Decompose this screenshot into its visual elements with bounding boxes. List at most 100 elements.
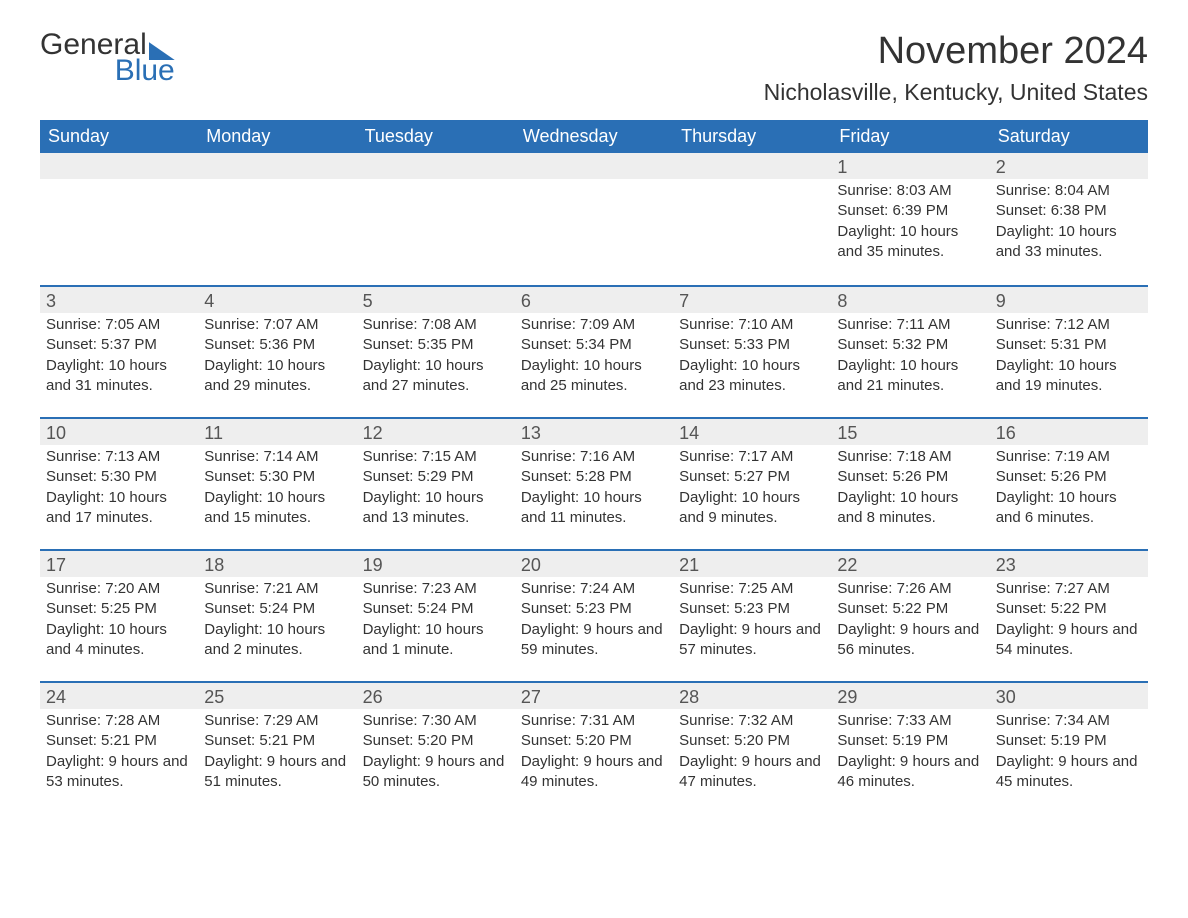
sunrise-text: Sunrise: 7:30 AM (363, 711, 509, 731)
sunset-text: Sunset: 5:37 PM (46, 335, 192, 355)
dayhead-tuesday: Tuesday (357, 120, 515, 153)
day-info: Sunrise: 7:33 AMSunset: 5:19 PMDaylight:… (831, 709, 989, 800)
day-cell: 27Sunrise: 7:31 AMSunset: 5:20 PMDayligh… (515, 683, 673, 813)
daylight-text: Daylight: 10 hours and 1 minute. (363, 620, 509, 661)
day-info: Sunrise: 7:13 AMSunset: 5:30 PMDaylight:… (40, 445, 198, 536)
daylight-text: Daylight: 10 hours and 25 minutes. (521, 356, 667, 397)
sunset-text: Sunset: 5:22 PM (996, 599, 1142, 619)
sunrise-text: Sunrise: 7:18 AM (837, 447, 983, 467)
day-cell: 18Sunrise: 7:21 AMSunset: 5:24 PMDayligh… (198, 551, 356, 681)
day-number: 17 (40, 551, 198, 577)
sunrise-text: Sunrise: 7:15 AM (363, 447, 509, 467)
day-info: Sunrise: 7:23 AMSunset: 5:24 PMDaylight:… (357, 577, 515, 668)
sunrise-text: Sunrise: 7:07 AM (204, 315, 350, 335)
sunset-text: Sunset: 5:28 PM (521, 467, 667, 487)
day-number: . (515, 153, 673, 179)
day-number: 25 (198, 683, 356, 709)
calendar: Sunday Monday Tuesday Wednesday Thursday… (40, 120, 1148, 813)
sunset-text: Sunset: 5:20 PM (521, 731, 667, 751)
dayhead-saturday: Saturday (990, 120, 1148, 153)
day-number: 14 (673, 419, 831, 445)
dayhead-wednesday: Wednesday (515, 120, 673, 153)
day-number: 2 (990, 153, 1148, 179)
day-number: 12 (357, 419, 515, 445)
day-info: Sunrise: 7:34 AMSunset: 5:19 PMDaylight:… (990, 709, 1148, 800)
daylight-text: Daylight: 9 hours and 46 minutes. (837, 752, 983, 793)
day-info: Sunrise: 7:14 AMSunset: 5:30 PMDaylight:… (198, 445, 356, 536)
day-info: Sunrise: 7:15 AMSunset: 5:29 PMDaylight:… (357, 445, 515, 536)
day-number: 30 (990, 683, 1148, 709)
day-cell: 10Sunrise: 7:13 AMSunset: 5:30 PMDayligh… (40, 419, 198, 549)
daylight-text: Daylight: 9 hours and 47 minutes. (679, 752, 825, 793)
dayhead-thursday: Thursday (673, 120, 831, 153)
sunset-text: Sunset: 5:33 PM (679, 335, 825, 355)
day-number: 18 (198, 551, 356, 577)
dayhead-monday: Monday (198, 120, 356, 153)
day-info: Sunrise: 7:10 AMSunset: 5:33 PMDaylight:… (673, 313, 831, 404)
day-number: 15 (831, 419, 989, 445)
day-info: Sunrise: 7:29 AMSunset: 5:21 PMDaylight:… (198, 709, 356, 800)
sunrise-text: Sunrise: 7:23 AM (363, 579, 509, 599)
sunrise-text: Sunrise: 7:25 AM (679, 579, 825, 599)
day-info: Sunrise: 7:31 AMSunset: 5:20 PMDaylight:… (515, 709, 673, 800)
day-info: Sunrise: 7:12 AMSunset: 5:31 PMDaylight:… (990, 313, 1148, 404)
day-cell: 15Sunrise: 7:18 AMSunset: 5:26 PMDayligh… (831, 419, 989, 549)
day-cell: . (198, 153, 356, 285)
day-number: 27 (515, 683, 673, 709)
day-cell: 16Sunrise: 7:19 AMSunset: 5:26 PMDayligh… (990, 419, 1148, 549)
daylight-text: Daylight: 10 hours and 11 minutes. (521, 488, 667, 529)
day-cell: . (40, 153, 198, 285)
day-cell: 22Sunrise: 7:26 AMSunset: 5:22 PMDayligh… (831, 551, 989, 681)
logo-line1: General (40, 30, 175, 60)
daylight-text: Daylight: 10 hours and 2 minutes. (204, 620, 350, 661)
sunset-text: Sunset: 5:36 PM (204, 335, 350, 355)
day-cell: 1Sunrise: 8:03 AMSunset: 6:39 PMDaylight… (831, 153, 989, 285)
day-info: Sunrise: 7:26 AMSunset: 5:22 PMDaylight:… (831, 577, 989, 668)
day-info: Sunrise: 7:28 AMSunset: 5:21 PMDaylight:… (40, 709, 198, 800)
day-number: 7 (673, 287, 831, 313)
day-cell: 30Sunrise: 7:34 AMSunset: 5:19 PMDayligh… (990, 683, 1148, 813)
sunrise-text: Sunrise: 7:05 AM (46, 315, 192, 335)
sunset-text: Sunset: 5:35 PM (363, 335, 509, 355)
day-info: Sunrise: 7:24 AMSunset: 5:23 PMDaylight:… (515, 577, 673, 668)
sunset-text: Sunset: 5:29 PM (363, 467, 509, 487)
day-cell: 26Sunrise: 7:30 AMSunset: 5:20 PMDayligh… (357, 683, 515, 813)
sunrise-text: Sunrise: 7:12 AM (996, 315, 1142, 335)
sunrise-text: Sunrise: 7:29 AM (204, 711, 350, 731)
sunrise-text: Sunrise: 7:13 AM (46, 447, 192, 467)
week-row: 3Sunrise: 7:05 AMSunset: 5:37 PMDaylight… (40, 285, 1148, 417)
daylight-text: Daylight: 9 hours and 57 minutes. (679, 620, 825, 661)
sunrise-text: Sunrise: 7:10 AM (679, 315, 825, 335)
sunset-text: Sunset: 5:21 PM (46, 731, 192, 751)
week-row: 17Sunrise: 7:20 AMSunset: 5:25 PMDayligh… (40, 549, 1148, 681)
daylight-text: Daylight: 9 hours and 59 minutes. (521, 620, 667, 661)
sunset-text: Sunset: 5:27 PM (679, 467, 825, 487)
day-cell: . (673, 153, 831, 285)
day-info: Sunrise: 7:09 AMSunset: 5:34 PMDaylight:… (515, 313, 673, 404)
day-number: 8 (831, 287, 989, 313)
day-number: 29 (831, 683, 989, 709)
day-number: 13 (515, 419, 673, 445)
sunrise-text: Sunrise: 7:14 AM (204, 447, 350, 467)
day-number: . (357, 153, 515, 179)
sunrise-text: Sunrise: 7:24 AM (521, 579, 667, 599)
day-cell: 13Sunrise: 7:16 AMSunset: 5:28 PMDayligh… (515, 419, 673, 549)
day-cell: 25Sunrise: 7:29 AMSunset: 5:21 PMDayligh… (198, 683, 356, 813)
day-number: 11 (198, 419, 356, 445)
day-number: 5 (357, 287, 515, 313)
daylight-text: Daylight: 10 hours and 21 minutes. (837, 356, 983, 397)
sunset-text: Sunset: 6:39 PM (837, 201, 983, 221)
week-row: 24Sunrise: 7:28 AMSunset: 5:21 PMDayligh… (40, 681, 1148, 813)
day-number: 19 (357, 551, 515, 577)
day-cell: 7Sunrise: 7:10 AMSunset: 5:33 PMDaylight… (673, 287, 831, 417)
day-info: Sunrise: 7:32 AMSunset: 5:20 PMDaylight:… (673, 709, 831, 800)
week-row: 10Sunrise: 7:13 AMSunset: 5:30 PMDayligh… (40, 417, 1148, 549)
sunset-text: Sunset: 5:21 PM (204, 731, 350, 751)
day-info: Sunrise: 7:11 AMSunset: 5:32 PMDaylight:… (831, 313, 989, 404)
sunrise-text: Sunrise: 7:17 AM (679, 447, 825, 467)
month-title: November 2024 (764, 30, 1148, 73)
sunset-text: Sunset: 5:23 PM (521, 599, 667, 619)
sunset-text: Sunset: 5:24 PM (363, 599, 509, 619)
day-info: Sunrise: 7:18 AMSunset: 5:26 PMDaylight:… (831, 445, 989, 536)
daylight-text: Daylight: 10 hours and 31 minutes. (46, 356, 192, 397)
